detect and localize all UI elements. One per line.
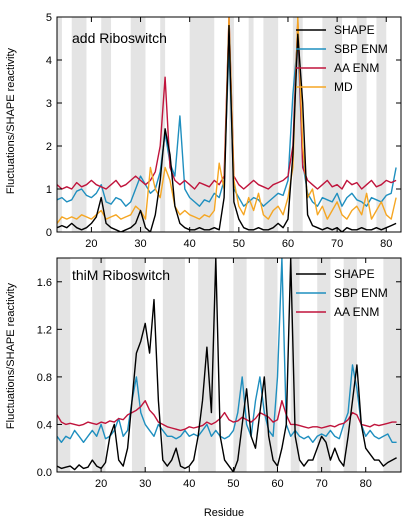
y-tick-label: 0.0 [37, 467, 52, 479]
shaded-band-3 [130, 17, 146, 232]
shaded-band-7 [248, 17, 254, 232]
shaded-band-2 [101, 17, 112, 232]
shaded-band-6 [264, 258, 278, 472]
x-tick-label: 70 [315, 478, 327, 490]
series-line-shape [57, 258, 397, 472]
shaded-band-10 [383, 258, 401, 472]
series-line-sbp-enm [57, 258, 397, 443]
panel-2-ylabel: Fluctuations/SHAPE reactivity [5, 282, 17, 429]
legend-label-sbp-enm: SBP ENM [334, 286, 388, 300]
x-tick-label: 20 [95, 478, 107, 490]
series-line-shape [57, 24, 397, 232]
y-tick-label: 2 [46, 141, 52, 153]
shaded-band-10 [322, 17, 343, 232]
y-tick-label: 1.6 [37, 277, 52, 289]
x-tick-label: 60 [271, 478, 283, 490]
x-axis-label: Residue [204, 507, 244, 519]
y-tick-label: 5 [46, 12, 52, 24]
shaded-band-1 [71, 17, 87, 232]
x-tick-label: 60 [282, 238, 294, 250]
x-tick-label: 70 [331, 238, 343, 250]
panel-1-ylabel: Fluctuations/SHAPE reactivity [5, 47, 17, 194]
legend-label-aa-enm: AA ENM [334, 61, 379, 75]
y-tick-label: 0.4 [37, 419, 52, 431]
x-tick-label: 50 [233, 238, 245, 250]
x-tick-label: 30 [134, 238, 146, 250]
shaded-band-4 [160, 17, 166, 232]
legend-label-md: MD [334, 80, 353, 94]
shaded-band-1 [92, 258, 106, 472]
panel-thim-riboswitch: 0.0 0.4 0.8 1.2 1.6 20 30 40 50 60 70 80 thiM Ribosw… [37, 257, 402, 490]
y-tick-label: 0.8 [37, 372, 52, 384]
shaded-band-0 [57, 17, 62, 232]
x-tick-label: 30 [139, 478, 151, 490]
x-tick-label: 40 [184, 238, 196, 250]
x-tick-label: 50 [227, 478, 239, 490]
shaded-band-5 [189, 17, 215, 232]
shaded-band-4 [198, 258, 216, 472]
shaded-band-3 [162, 258, 185, 472]
x-tick-label: 40 [183, 478, 195, 490]
legend-label-shape: SHAPE [334, 267, 375, 281]
series-line-aa-enm [57, 400, 397, 432]
shaded-band-9 [292, 17, 303, 232]
legend-label-aa-enm: AA ENM [334, 305, 379, 319]
x-tick-label: 20 [85, 238, 97, 250]
legend-label-sbp-enm: SBP ENM [334, 42, 388, 56]
y-tick-label: 3 [46, 98, 52, 110]
x-tick-label: 80 [360, 478, 372, 490]
shaded-band-9 [343, 258, 357, 472]
shaded-band-11 [356, 17, 367, 232]
panel-title: add Riboswitch [72, 30, 167, 46]
plot-frame [56, 16, 402, 233]
y-tick-label: 1 [46, 184, 52, 196]
legend-label-shape: SHAPE [334, 23, 375, 37]
shaded-band-8 [263, 17, 279, 232]
y-tick-label: 4 [46, 55, 52, 67]
shaded-band-12 [376, 17, 387, 232]
x-tick-label: 80 [380, 238, 392, 250]
panel-title: thiM Riboswitch [72, 267, 170, 283]
shaded-band-2 [131, 258, 146, 472]
panel-add-riboswitch: 0 1 2 3 4 5 20 30 40 50 60 70 80 add Riboswitch SHAPE S… [46, 12, 402, 250]
y-tick-label: 1.2 [37, 324, 52, 336]
shaded-band-7 [290, 258, 300, 472]
y-tick-label: 0 [46, 227, 52, 239]
plot-frame [56, 257, 402, 473]
shaded-band-0 [57, 258, 71, 472]
